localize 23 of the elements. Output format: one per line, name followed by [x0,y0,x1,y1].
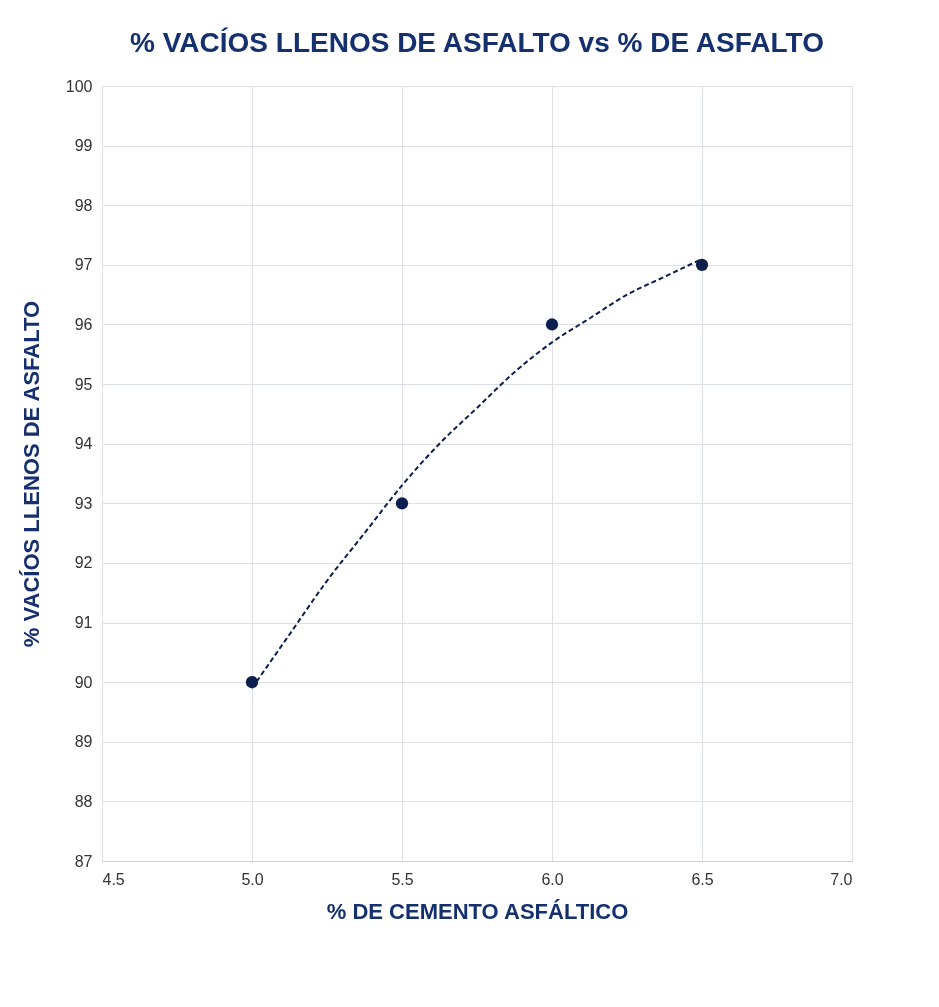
y-tick-label: 98 [74,196,93,214]
y-tick-label: 90 [74,673,93,691]
y-tick-label: 87 [74,852,93,870]
x-tick-label: 6.5 [691,870,714,888]
y-tick-label: 100 [65,77,93,95]
y-tick-label: 92 [74,554,93,572]
x-tick-label: 4.5 [102,870,125,888]
y-tick-label: 89 [74,733,93,751]
y-tick-label: 96 [74,315,93,333]
y-tick-label: 88 [74,792,93,810]
y-tick-label: 94 [74,435,93,453]
x-tick-label: 5.5 [391,870,414,888]
x-tick-label: 6.0 [541,870,564,888]
y-tick-label: 91 [74,614,93,632]
y-tick-label: 95 [74,375,93,393]
y-axis-title: % VACÍOS LLENOS DE ASFALTO [18,300,44,648]
x-tick-label: 7.0 [830,870,853,888]
x-tick-label: 5.0 [241,870,264,888]
y-tick-label: 97 [74,256,93,274]
y-tick-label: 93 [74,494,93,512]
chart-title: % VACÍOS LLENOS DE ASFALTO vs % DE ASFALTO [130,27,824,58]
y-tick-label: 99 [74,137,93,155]
x-axis-title: % DE CEMENTO ASFÁLTICO [326,898,629,924]
